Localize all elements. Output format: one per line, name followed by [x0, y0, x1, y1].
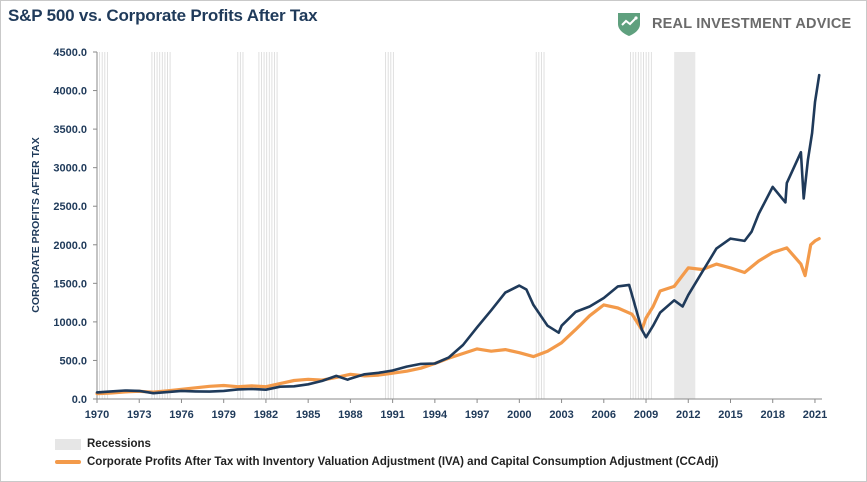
brand-logo-block: REAL INVESTMENT ADVICE: [614, 10, 851, 38]
x-tick-label: 2015: [718, 409, 742, 421]
x-tick-label: 1973: [127, 409, 151, 421]
y-tick-label: 2500.0: [53, 201, 87, 213]
gap-shading: [450, 76, 820, 358]
x-tick-label: 1994: [423, 409, 448, 421]
x-tick-label: 1970: [85, 409, 109, 421]
recession-band: [674, 52, 696, 399]
profits-line: [95, 237, 821, 396]
y-tick-label: 2000.0: [53, 240, 87, 252]
x-tick-label: 2021: [803, 409, 827, 421]
y-tick-label: 1500.0: [53, 278, 87, 290]
x-tick-label: 1985: [296, 409, 320, 421]
y-tick-label: 500.0: [59, 355, 87, 367]
y-tick-label: 1000.0: [53, 317, 87, 329]
y-tick-label: 3500.0: [53, 124, 87, 136]
x-tick-label: 1991: [380, 409, 404, 421]
x-tick-label: 2000: [507, 409, 531, 421]
chart-title: S&P 500 vs. Corporate Profits After Tax: [8, 6, 318, 25]
x-tick-label: 1982: [254, 409, 278, 421]
legend-label-profits: Corporate Profits After Tax with Invento…: [87, 456, 719, 468]
x-tick-label: 1997: [465, 409, 489, 421]
x-tick-label: 1976: [169, 409, 193, 421]
series-lines: [95, 73, 821, 396]
legend-item-recessions: Recessions: [55, 435, 718, 453]
x-tick-label: 1988: [338, 409, 362, 421]
brand-name: REAL INVESTMENT ADVICE: [652, 16, 852, 32]
sp500-line: [95, 73, 821, 395]
y-tick-label: 0.0: [72, 394, 87, 406]
x-tick-label: 2009: [634, 409, 658, 421]
y-axis-label: CORPORATE PROFITS AFTER TAX: [30, 137, 42, 312]
recession-shading: [96, 52, 696, 399]
y-tick-label: 3000.0: [53, 163, 87, 175]
y-tick-labels: 0.0 500.0 1000.0 1500.0 2000.0 2500.0 3000.0 35…: [53, 47, 97, 406]
y-tick-label: 4000.0: [53, 86, 87, 98]
shield-logo-icon: [618, 13, 640, 36]
legend: Recessions Corporate Profits After Tax w…: [55, 435, 718, 471]
recession-swatch: [55, 438, 81, 450]
y-tick-label: 4500.0: [53, 47, 87, 59]
legend-label-recessions: Recessions: [87, 438, 151, 450]
x-tick-label: 1979: [211, 409, 235, 421]
x-tick-labels: 1970 1973 1976 1979 1982 1985 1988 1991 1994 1997…: [85, 399, 827, 421]
profits-swatch: [55, 460, 81, 464]
axes: [96, 52, 822, 400]
legend-item-profits: Corporate Profits After Tax with Invento…: [55, 453, 718, 471]
x-tick-label: 2012: [676, 409, 700, 421]
x-tick-label: 2003: [549, 409, 573, 421]
x-tick-label: 2018: [760, 409, 784, 421]
x-tick-label: 2006: [592, 409, 616, 421]
